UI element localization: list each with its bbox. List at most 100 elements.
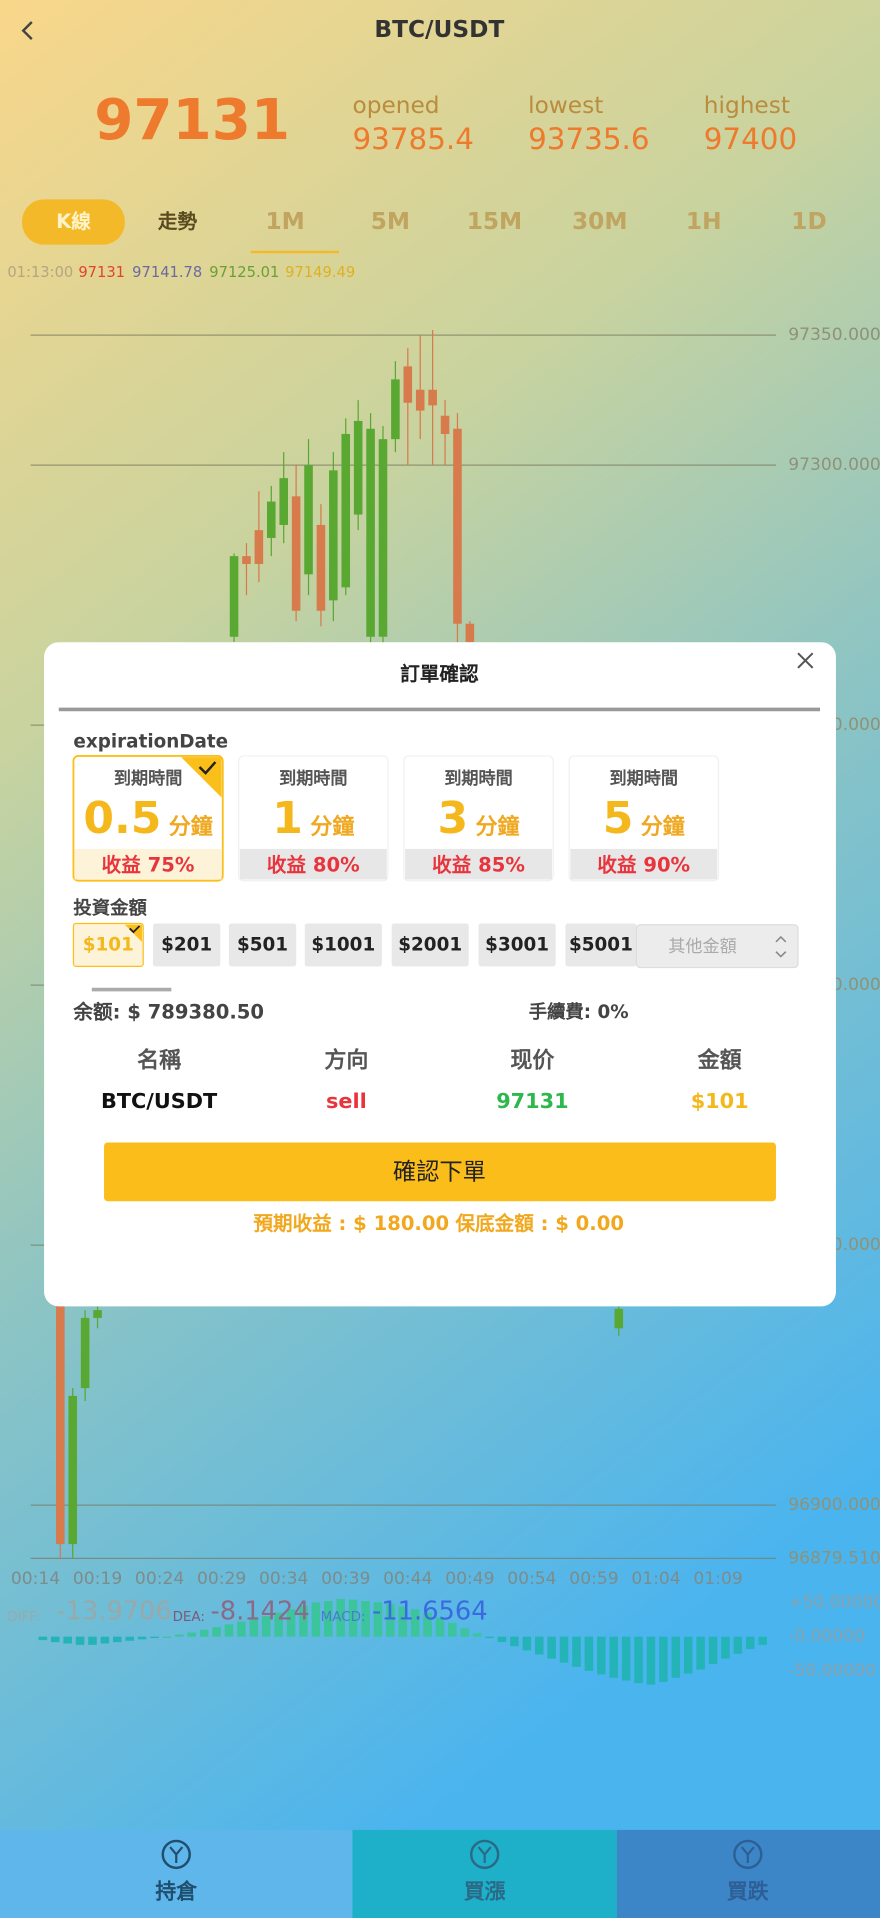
amount-label: $101	[83, 935, 134, 956]
close-button[interactable]	[797, 652, 814, 669]
candle-body	[614, 1308, 624, 1329]
candle-body	[465, 623, 475, 642]
tab[interactable]: 15M	[467, 208, 522, 235]
amount-button[interactable]	[152, 923, 221, 967]
column-header: 名稱	[137, 1048, 181, 1074]
macd-bar	[311, 1602, 321, 1637]
macd-bar	[659, 1636, 668, 1682]
select-arrows	[775, 935, 787, 958]
time-label: 01:09	[693, 1569, 742, 1589]
tab-pill	[22, 199, 125, 245]
duration-unit: 分鐘	[310, 814, 354, 840]
nav-bg	[616, 1829, 880, 1918]
duration-unit: 分鐘	[641, 814, 685, 840]
candle-body	[68, 1395, 78, 1545]
amount-button[interactable]	[478, 923, 556, 967]
nav-item[interactable]: 買漲	[464, 1879, 506, 1903]
macd-label: DIFF:	[7, 1610, 40, 1625]
macd-bar	[336, 1598, 345, 1637]
macd-bar	[88, 1636, 97, 1645]
macd-bar	[460, 1628, 470, 1637]
macd-bar	[38, 1636, 48, 1641]
modal-title: 訂單確認	[400, 663, 479, 686]
macd-bar	[671, 1636, 681, 1678]
duration-caption: 到期時間	[279, 768, 347, 789]
stat-label: opened	[352, 92, 439, 119]
amount-button[interactable]	[72, 922, 144, 967]
amount-button[interactable]	[228, 923, 297, 967]
macd-bar	[286, 1609, 296, 1637]
nav-icon	[169, 1846, 184, 1863]
duration-unit: 分鐘	[476, 814, 520, 840]
duration-yield-bg	[570, 848, 718, 880]
tab[interactable]: 1D	[791, 208, 826, 235]
tab[interactable]: 30M	[572, 208, 627, 235]
amount-button[interactable]	[304, 923, 382, 967]
macd-tick-label: -50.00000	[788, 1661, 876, 1681]
expected-income: 預期收益 : $ 180.00	[253, 1212, 449, 1235]
candle-body	[93, 1310, 102, 1318]
duration-yield: 收益 90%	[597, 854, 690, 877]
back-button[interactable]	[21, 21, 33, 41]
price-tick-label: 96900.0000	[788, 1495, 880, 1515]
amount-label: $5001	[569, 935, 633, 956]
candle-body	[366, 428, 375, 637]
candle-body	[291, 496, 301, 611]
macd-bar	[50, 1636, 60, 1643]
column-header: 金額	[697, 1048, 742, 1074]
candle-body	[453, 428, 462, 624]
macd-bar	[175, 1634, 184, 1637]
macd-tick-label: +50.00000	[788, 1592, 880, 1612]
amount-button[interactable]	[565, 923, 637, 967]
tab[interactable]: 5M	[371, 208, 410, 235]
duration-caption: 到期時間	[610, 768, 678, 789]
amount-label: $1001	[311, 935, 375, 956]
nav-item[interactable]: 買跌	[727, 1879, 769, 1903]
candle-body	[304, 465, 313, 575]
balance: 余额: $ 789380.50	[72, 1000, 264, 1023]
legend-value: 97131	[78, 264, 125, 281]
amount-label: $2001	[398, 935, 462, 956]
macd-bar	[162, 1636, 172, 1638]
candle-body	[80, 1317, 90, 1389]
time-label: 00:39	[321, 1569, 370, 1589]
tab[interactable]: 1H	[686, 208, 722, 235]
duration-caption: 到期時間	[114, 768, 182, 789]
amount-label: $3001	[485, 935, 549, 956]
macd-bar	[137, 1636, 147, 1640]
nav-item[interactable]: 持倉	[155, 1879, 197, 1903]
tab[interactable]: K線	[56, 210, 91, 233]
macd-bar	[572, 1636, 581, 1667]
candle-body	[341, 433, 351, 588]
tab[interactable]: 走勢	[158, 210, 198, 233]
macd-bar	[683, 1636, 693, 1674]
macd-bar	[559, 1636, 569, 1663]
macd-bar	[212, 1627, 221, 1637]
macd-bar	[534, 1636, 544, 1655]
macd-bar	[758, 1636, 767, 1645]
tab[interactable]: 1M	[266, 208, 305, 235]
duration-yield: 收益 80%	[267, 854, 360, 877]
time-label: 00:29	[197, 1569, 246, 1589]
macd-bar	[721, 1636, 730, 1659]
time-label: 00:19	[73, 1569, 122, 1589]
macd-bar	[435, 1617, 445, 1637]
macd-bar	[646, 1636, 656, 1685]
macd-value: -11.6564	[372, 1597, 488, 1627]
macd-bar	[386, 1603, 395, 1637]
confirm-button[interactable]	[104, 1142, 776, 1202]
candle-body	[56, 1284, 65, 1545]
duration-caption: 到期時間	[444, 768, 512, 789]
amount-button[interactable]	[391, 923, 469, 967]
time-label: 00:24	[135, 1569, 184, 1589]
other-amount-select[interactable]	[635, 924, 799, 969]
amount-label: $201	[161, 935, 212, 956]
price-tick-label: 97350.0000	[788, 325, 880, 345]
candle-body	[353, 420, 363, 515]
time-label: 00:54	[507, 1569, 556, 1589]
candle-body	[279, 478, 288, 525]
candle-body	[229, 556, 239, 637]
legend-value: 97149.49	[285, 264, 355, 281]
